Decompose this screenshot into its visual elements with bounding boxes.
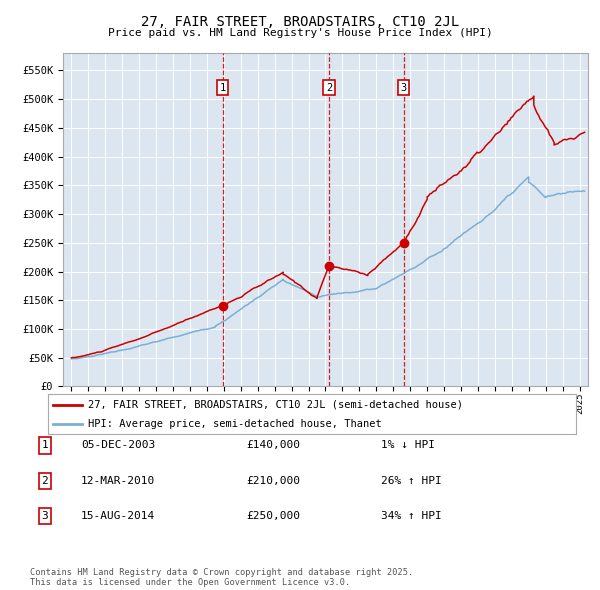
Text: 2: 2 [326,83,332,93]
Text: Contains HM Land Registry data © Crown copyright and database right 2025.
This d: Contains HM Land Registry data © Crown c… [30,568,413,587]
Text: 1: 1 [220,83,226,93]
Text: 2: 2 [41,476,49,486]
Text: 1: 1 [41,441,49,450]
Text: 15-AUG-2014: 15-AUG-2014 [81,512,155,521]
Text: 1% ↓ HPI: 1% ↓ HPI [381,441,435,450]
Text: 3: 3 [41,512,49,521]
Text: 3: 3 [401,83,407,93]
Text: £250,000: £250,000 [246,512,300,521]
Text: 05-DEC-2003: 05-DEC-2003 [81,441,155,450]
Text: 26% ↑ HPI: 26% ↑ HPI [381,476,442,486]
Text: £210,000: £210,000 [246,476,300,486]
Text: £140,000: £140,000 [246,441,300,450]
Text: HPI: Average price, semi-detached house, Thanet: HPI: Average price, semi-detached house,… [88,419,382,428]
Text: Price paid vs. HM Land Registry's House Price Index (HPI): Price paid vs. HM Land Registry's House … [107,28,493,38]
Text: 34% ↑ HPI: 34% ↑ HPI [381,512,442,521]
Text: 12-MAR-2010: 12-MAR-2010 [81,476,155,486]
Text: 27, FAIR STREET, BROADSTAIRS, CT10 2JL (semi-detached house): 27, FAIR STREET, BROADSTAIRS, CT10 2JL (… [88,400,463,410]
Text: 27, FAIR STREET, BROADSTAIRS, CT10 2JL: 27, FAIR STREET, BROADSTAIRS, CT10 2JL [141,15,459,29]
